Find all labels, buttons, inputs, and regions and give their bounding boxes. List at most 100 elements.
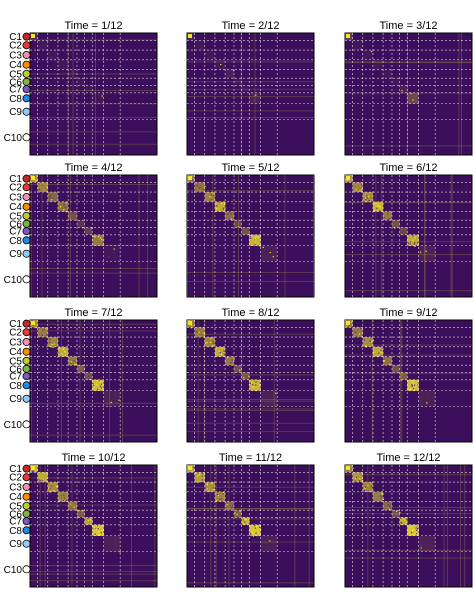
speckle (410, 380, 413, 382)
speckle (95, 524, 98, 527)
speckle (44, 328, 46, 331)
speckle (399, 521, 401, 523)
noise-streak (187, 95, 314, 97)
noise-streak (41, 175, 43, 297)
speckle (34, 175, 36, 177)
speckle (272, 256, 274, 258)
noise-streak (187, 582, 314, 584)
cluster-dot-C9 (22, 394, 31, 403)
cluster-block-C3 (204, 482, 215, 492)
cluster-block-C2 (352, 182, 363, 193)
speckle (99, 381, 101, 383)
cluster-block-C6 (233, 365, 242, 373)
noise-streak (345, 513, 472, 515)
speckle (365, 198, 367, 201)
speckle (227, 356, 229, 359)
speckle (367, 485, 369, 487)
speckle (249, 235, 251, 238)
cluster-label-C6: C6 (9, 509, 22, 520)
speckle (77, 510, 79, 512)
noise-streak (464, 465, 466, 587)
cluster-label-C2: C2 (9, 328, 22, 339)
speckle (398, 371, 401, 373)
corner-marker (346, 321, 350, 325)
noise-streak (187, 281, 314, 282)
speckle (406, 232, 408, 234)
cluster-label-C1: C1 (9, 32, 22, 43)
speckle (196, 474, 198, 476)
speckle (363, 490, 366, 492)
speckle (360, 190, 362, 192)
cluster-block-C5 (383, 501, 392, 511)
cluster-block-C9 (418, 390, 436, 407)
speckle (372, 339, 374, 341)
speckle (359, 478, 361, 480)
speckle (63, 348, 65, 350)
speckle (92, 237, 95, 239)
cluster-block-C3 (47, 50, 58, 60)
speckle (224, 208, 226, 210)
noise-streak (30, 402, 157, 404)
cluster-label-C7: C7 (9, 85, 22, 96)
speckle (378, 352, 380, 354)
cluster-block-C5 (225, 211, 234, 221)
speckle (213, 195, 215, 197)
speckle (253, 100, 255, 102)
speckle (190, 324, 193, 326)
cluster-label-C8: C8 (9, 94, 22, 105)
noise-streak (187, 541, 314, 543)
speckle (218, 202, 221, 204)
cluster-block-C2 (37, 472, 48, 483)
noise-streak (30, 143, 157, 145)
speckle (226, 504, 228, 506)
speckle (205, 52, 207, 54)
cluster-label-C2: C2 (9, 41, 22, 52)
speckle (251, 235, 253, 237)
speckle (108, 256, 110, 258)
panel-title: Time = 3/12 (380, 20, 438, 32)
noise-streak (30, 103, 157, 105)
speckle (352, 467, 354, 469)
speckle (203, 332, 205, 334)
speckle (92, 383, 94, 385)
speckle (368, 200, 370, 202)
cluster-block-C6 (233, 220, 242, 228)
cluster-block-C7 (84, 85, 93, 93)
speckle (365, 345, 367, 347)
speckle (55, 485, 58, 488)
noise-streak (187, 88, 314, 90)
corner-marker (31, 466, 35, 470)
cluster-label-C6: C6 (9, 219, 22, 230)
cluster-block-C5 (68, 211, 77, 221)
speckle (35, 180, 37, 182)
noise-streak (345, 61, 472, 63)
noise-streak (313, 175, 314, 297)
cluster-label-C3: C3 (9, 337, 22, 348)
speckle (420, 547, 422, 549)
speckle (354, 480, 356, 482)
speckle (94, 533, 96, 535)
speckle (71, 507, 73, 509)
speckle (52, 490, 55, 492)
speckle (222, 493, 224, 495)
speckle (416, 526, 418, 528)
speckle (59, 206, 62, 208)
speckle (240, 365, 242, 367)
speckle (225, 356, 227, 359)
speckle (193, 181, 195, 183)
speckle (227, 213, 229, 215)
speckle (382, 493, 384, 495)
speckle (41, 334, 43, 337)
speckle (346, 469, 349, 471)
speckle (31, 470, 33, 472)
cluster-block-C9 (418, 535, 436, 552)
speckle (219, 351, 221, 354)
speckle (49, 487, 51, 490)
noise-streak (187, 110, 314, 112)
speckle (348, 324, 351, 326)
speckle (64, 206, 66, 209)
speckle (411, 385, 414, 387)
noise-streak (187, 518, 314, 520)
cluster-block-C6 (391, 220, 400, 228)
